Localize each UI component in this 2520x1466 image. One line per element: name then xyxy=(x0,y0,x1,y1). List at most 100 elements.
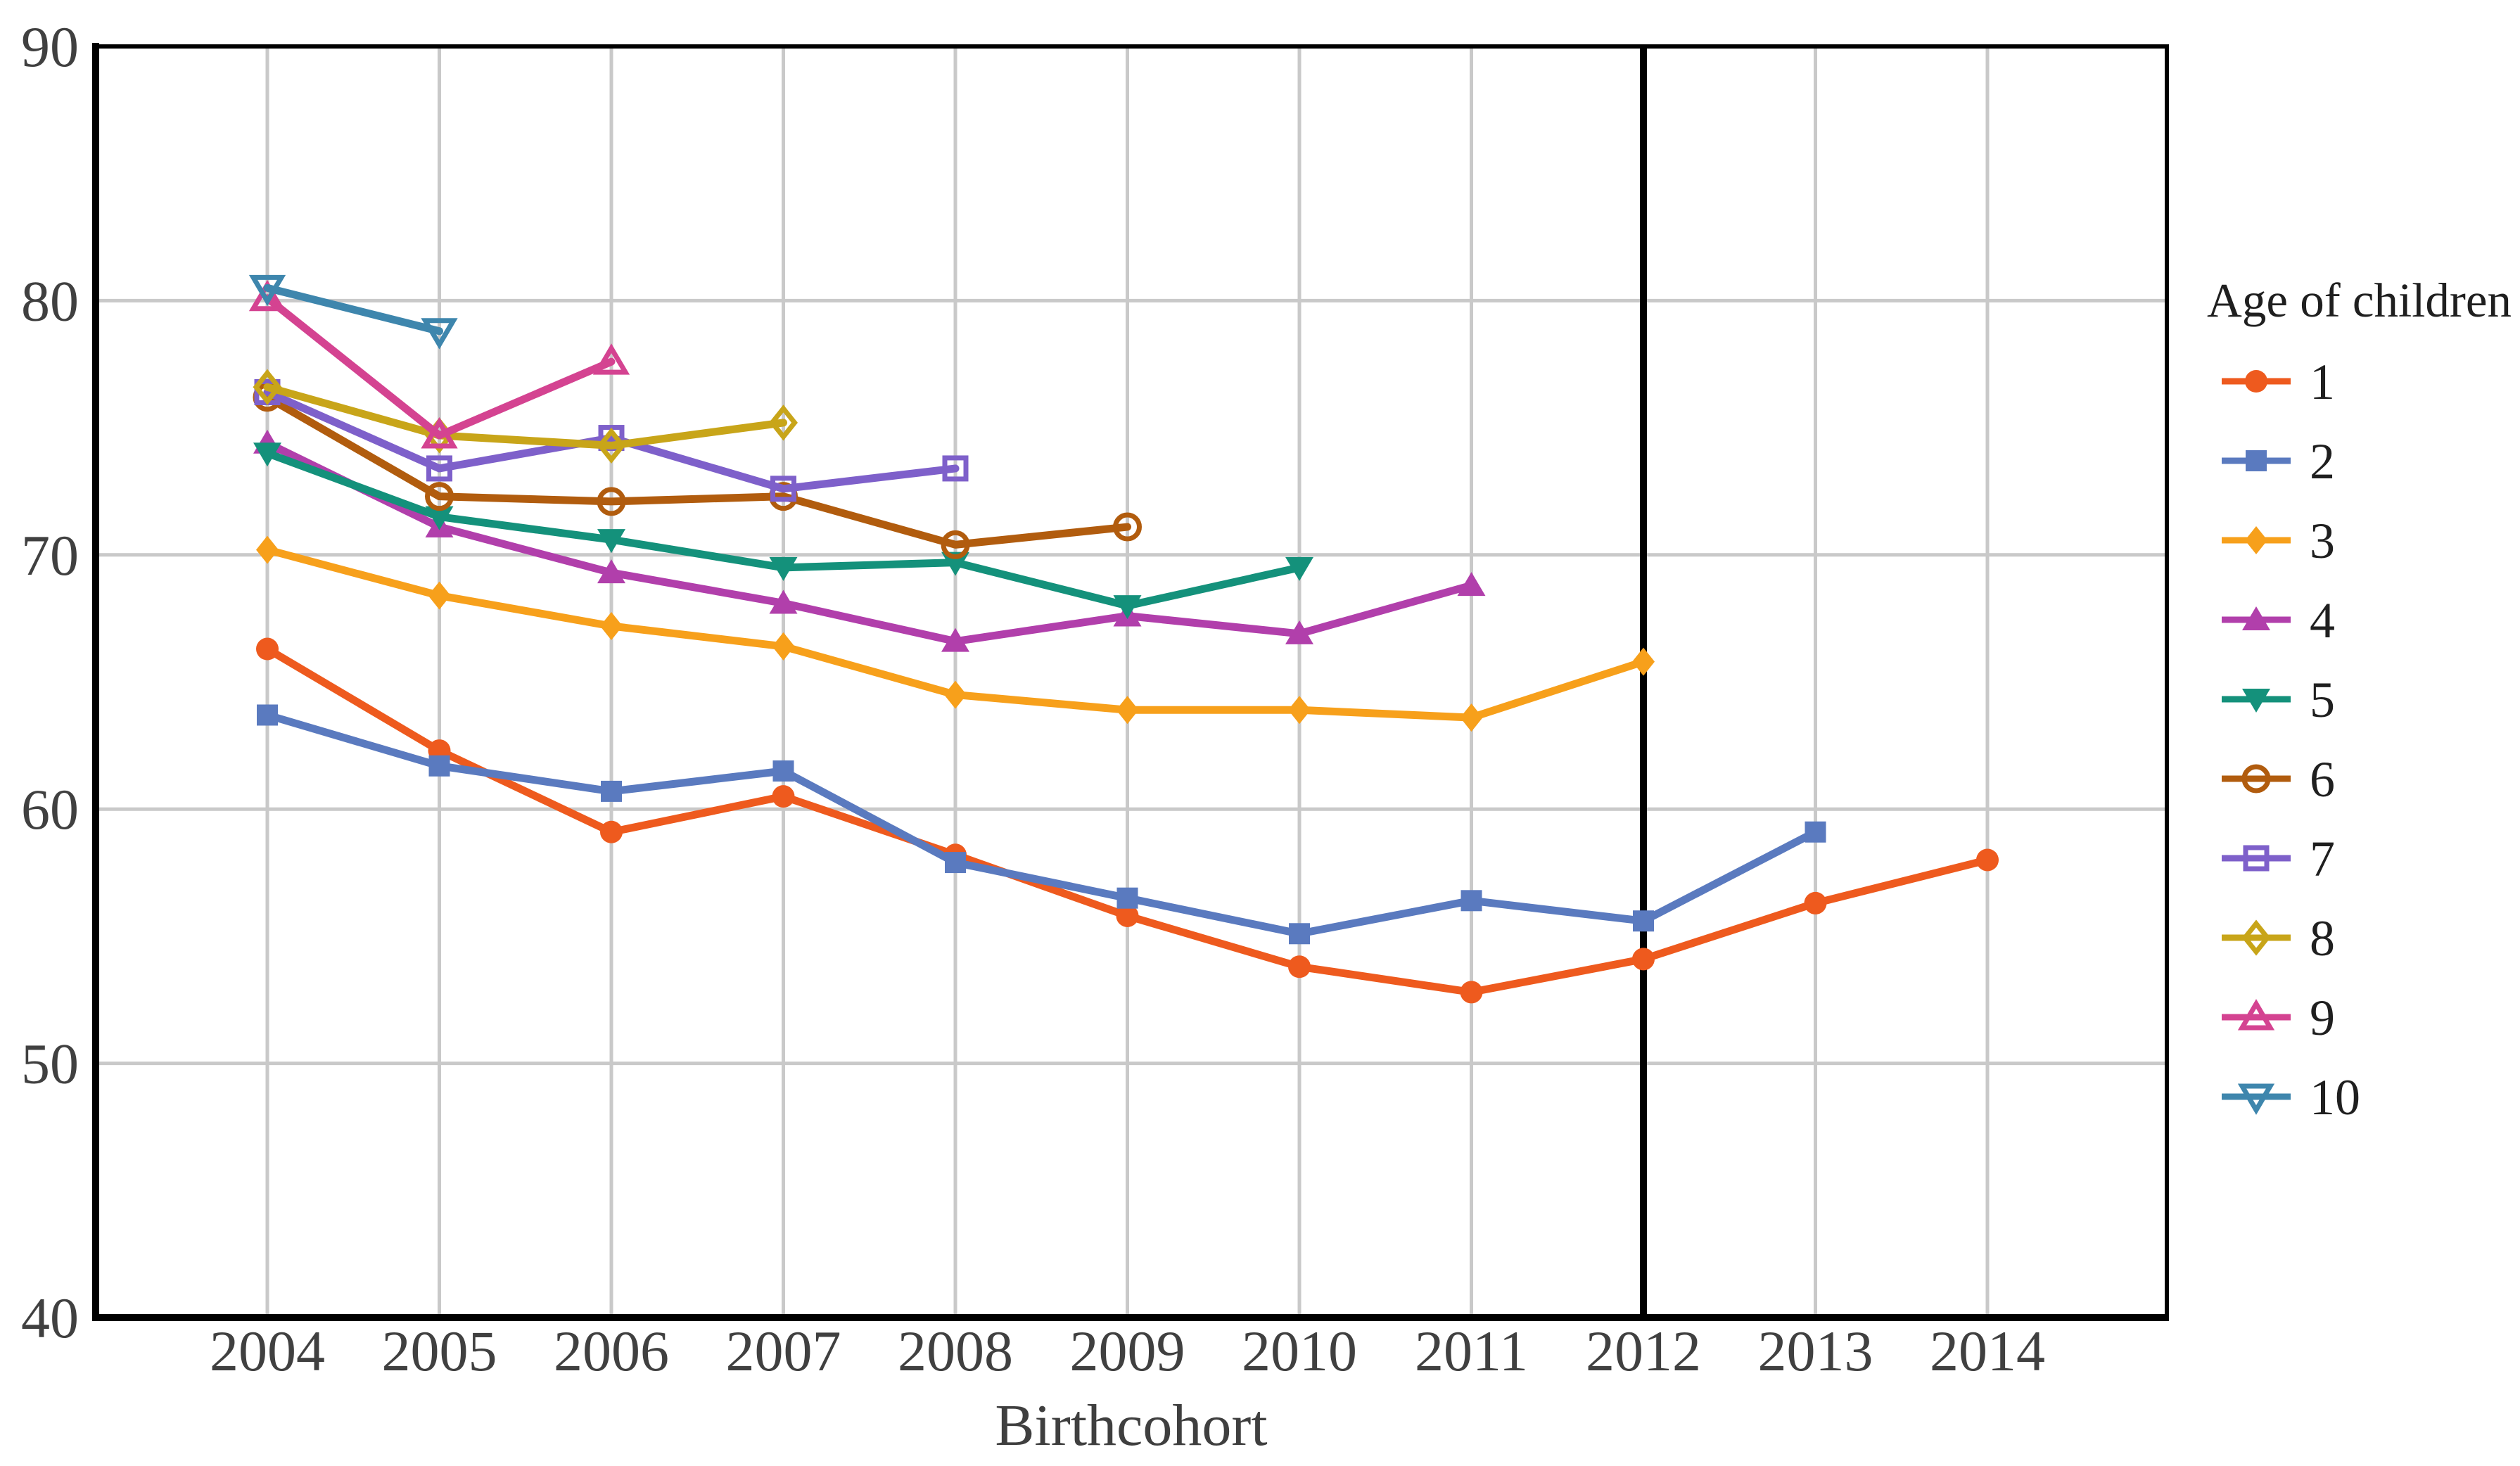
marker xyxy=(256,637,279,661)
series-age-6 xyxy=(253,383,1142,559)
legend-item-label: 1 xyxy=(2310,354,2335,410)
marker xyxy=(941,627,969,652)
x-tick-label-2014: 2014 xyxy=(1930,1319,2045,1383)
legend-item-10: 10 xyxy=(2222,1069,2360,1126)
marker xyxy=(428,581,451,610)
marker xyxy=(253,369,282,405)
x-tick-label-2011: 2011 xyxy=(1415,1319,1528,1383)
marker xyxy=(600,611,623,640)
y-tick-label-40: 40 xyxy=(21,1286,79,1350)
series-age-9 xyxy=(248,279,630,449)
x-tick-label-2012: 2012 xyxy=(1586,1319,1701,1383)
marker xyxy=(1632,948,1655,971)
marker xyxy=(1116,887,1138,909)
marker xyxy=(425,482,454,511)
series-line-9 xyxy=(263,294,616,440)
marker xyxy=(1113,595,1142,620)
marker xyxy=(1116,696,1139,725)
marker xyxy=(1288,696,1311,725)
legend-item-label: 7 xyxy=(2310,831,2335,887)
marker xyxy=(2242,689,2270,713)
marker xyxy=(597,559,625,584)
series-age-1 xyxy=(256,637,1999,1004)
marker xyxy=(248,274,286,307)
marker xyxy=(1633,910,1654,932)
legend-item-7: 7 xyxy=(2222,831,2335,887)
legend-item-label: 4 xyxy=(2310,592,2335,649)
marker xyxy=(2245,370,2267,393)
marker xyxy=(597,529,625,554)
x-tick-label-2010: 2010 xyxy=(1242,1319,1357,1383)
marker xyxy=(1804,891,1827,914)
marker xyxy=(1632,647,1655,676)
legend-item-9: 9 xyxy=(2222,990,2335,1046)
marker xyxy=(1460,703,1483,732)
marker xyxy=(769,404,798,441)
legend-item-label: 5 xyxy=(2310,672,2335,728)
y-tick-label-90: 90 xyxy=(21,15,79,79)
marker xyxy=(428,755,450,777)
series-age-3 xyxy=(256,535,1655,732)
marker xyxy=(421,417,458,449)
marker xyxy=(772,632,795,661)
marker xyxy=(253,442,281,467)
marker xyxy=(597,427,626,464)
legend-item-label: 10 xyxy=(2310,1069,2360,1126)
marker xyxy=(257,704,278,726)
legend: 1 2 3 4 5 6 7 8 9 10 xyxy=(2222,354,2360,1126)
marker xyxy=(770,476,796,502)
marker xyxy=(1457,572,1486,597)
legend-item-6: 6 xyxy=(2222,751,2335,808)
marker xyxy=(769,556,798,581)
x-tick-label-2004: 2004 xyxy=(210,1319,325,1383)
marker xyxy=(592,343,630,375)
legend-title: Age of children xyxy=(2207,274,2512,327)
marker xyxy=(1460,981,1483,1004)
x-tick-label-2007: 2007 xyxy=(726,1319,841,1383)
marker xyxy=(1285,556,1313,581)
marker xyxy=(944,680,967,709)
marker xyxy=(421,318,458,350)
legend-item-4: 4 xyxy=(2222,592,2335,649)
x-tick-label-2006: 2006 xyxy=(554,1319,669,1383)
marker xyxy=(1285,620,1313,644)
legend-item-2: 2 xyxy=(2222,433,2335,490)
marker xyxy=(941,530,970,559)
legend-item-label: 2 xyxy=(2310,433,2335,490)
x-axis-ticks: 2004 2005 2006 2007 2008 2009 2010 2011 2012 2013… xyxy=(210,1319,2045,1383)
series-age-7 xyxy=(254,379,969,502)
marker xyxy=(941,552,969,576)
legend-item-label: 6 xyxy=(2310,751,2335,808)
series-line-7 xyxy=(263,388,960,493)
marker xyxy=(426,455,452,482)
marker xyxy=(945,852,966,874)
marker xyxy=(772,785,795,808)
x-tick-label-2009: 2009 xyxy=(1070,1319,1185,1383)
marker xyxy=(2241,919,2271,956)
series-age-5 xyxy=(253,442,1313,620)
marker xyxy=(769,589,798,614)
legend-item-label: 8 xyxy=(2310,910,2335,967)
marker xyxy=(1289,923,1310,945)
series-age-8 xyxy=(253,369,798,464)
legend-item-5: 5 xyxy=(2222,672,2335,728)
marker xyxy=(600,820,623,843)
y-tick-label-50: 50 xyxy=(21,1032,79,1096)
series-line-8 xyxy=(263,383,787,450)
marker xyxy=(2242,606,2270,630)
series-line-10 xyxy=(263,283,443,336)
series-line-2 xyxy=(263,710,1819,938)
marker xyxy=(1976,848,1999,872)
marker xyxy=(2237,999,2275,1031)
series-age-10 xyxy=(248,274,458,350)
marker xyxy=(256,535,279,564)
marker xyxy=(1805,821,1826,843)
gridlines xyxy=(96,46,2167,1318)
x-tick-label-2008: 2008 xyxy=(898,1319,1013,1383)
marker xyxy=(2246,450,2267,471)
legend-item-8: 8 xyxy=(2222,910,2335,967)
y-axis-ticks: 40 50 60 70 80 90 xyxy=(21,15,79,1350)
legend-item-label: 3 xyxy=(2310,513,2335,569)
marker xyxy=(2243,845,2270,872)
